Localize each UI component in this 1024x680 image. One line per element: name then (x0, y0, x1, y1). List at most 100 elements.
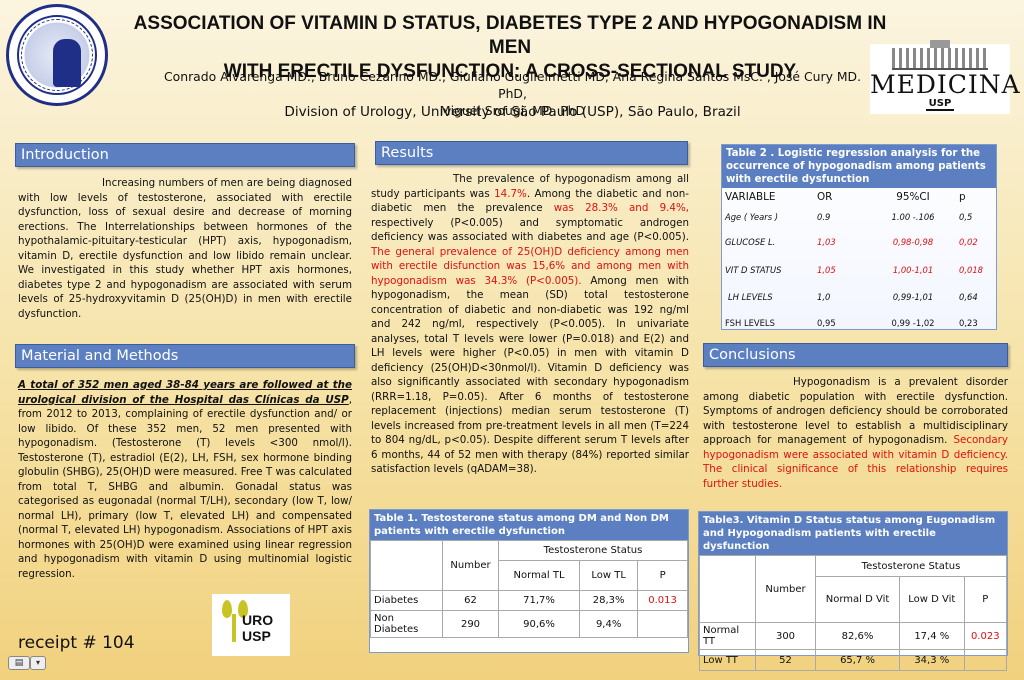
table-header-row: Number Testosterone Status (699, 555, 1007, 623)
conclusions-heading: Conclusions (703, 343, 1008, 367)
results-p3: respectively (P<0.005) and symptomatic a… (371, 216, 689, 244)
table-1-caption: Table 1. Testosterone status among DM an… (370, 510, 688, 540)
table-3-caption: Table3. Vitamin D Status status among Eu… (699, 512, 1007, 555)
cell-normal: 65,7 % (814, 649, 901, 671)
cell-p: 0,23 (959, 318, 978, 328)
cell-p: 0.023 (963, 622, 1008, 650)
cell-normal: 90,6% (497, 610, 581, 638)
header-cell: Normal TL (497, 560, 581, 591)
stem-icon (232, 614, 236, 642)
table-3-vitamin-d-status: Table3. Vitamin D Status status among Eu… (698, 511, 1008, 671)
cell-number: 52 (755, 649, 816, 671)
poster-title: ASSOCIATION OF VITAMIN D STATUS, DIABETE… (120, 12, 900, 84)
affiliation: Division of Urology, University of São P… (284, 104, 741, 120)
table-header-row: Number Testosterone Status (370, 540, 688, 591)
cell-p: 0.013 (637, 590, 688, 611)
cell-number: 300 (755, 622, 816, 650)
header-cell-empty (699, 555, 756, 623)
table-row: VIT D STATUS 1,05 1,00-1,01 0,018 (722, 256, 996, 284)
university-seal-logo (6, 4, 108, 106)
cell-ci: 1.00 -.106 (891, 212, 935, 222)
cell-or: 1,03 (817, 237, 836, 247)
table-row: FSH LEVELS 0,95 0,99 -1,02 0,23 (722, 310, 996, 336)
results-p4: Among men with hypogonadism, the mean (S… (371, 274, 690, 476)
cell-or: 0.9 (817, 212, 831, 222)
cell-p (963, 649, 1008, 671)
table-row: Age ( Years ) 0.9 1.00 -.106 0,5 (722, 206, 996, 228)
conclusions-highlight: Secondary hypogonadism were associated w… (703, 434, 1008, 490)
cell-p: 0,018 (959, 265, 983, 275)
title-line-1: ASSOCIATION OF VITAMIN D STATUS, DIABETE… (133, 13, 887, 58)
introduction-text: Increasing numbers of men are being diag… (18, 177, 352, 320)
cell-label: Non Diabetes (370, 610, 443, 638)
results-p2-highlight: was 28.3% and 9.4%, (553, 202, 689, 214)
header-cell: Normal D Vit (814, 576, 901, 623)
medicina-usp-logo: MEDICINA USP (870, 40, 1020, 114)
cell-variable: FSH LEVELS (725, 318, 775, 328)
cell-p: 0,5 (959, 212, 973, 222)
table-2-logistic-regression: Table 2 . Logistic regression analysis f… (721, 144, 997, 330)
header-cell-group: Testosterone Status (815, 555, 1007, 577)
table-header-row: VARIABLE OR 95%CI p (722, 188, 996, 206)
cell-ci: 0,99-1,01 (892, 292, 934, 302)
table-header-row: Normal D Vit Low D Vit P (700, 576, 1008, 623)
header-cell-empty (370, 540, 443, 591)
table-1-testosterone-status: Table 1. Testosterone status among DM an… (369, 509, 689, 653)
table-2-grid: VARIABLE OR 95%CI p Age ( Years ) 0.9 1.… (722, 188, 996, 336)
cell-variable: GLUCOSE L. (725, 237, 776, 247)
authors-line-1: Conrado Alvarenga MD., Bruno Cezarino MD… (163, 69, 862, 101)
cell-number: 290 (442, 610, 499, 638)
cell-label: Diabetes (370, 590, 443, 611)
header-cell: 95%CI (896, 191, 930, 203)
cell-low: 17,4 % (899, 622, 965, 650)
header-cell: Number (442, 540, 499, 591)
header-cell: P (637, 560, 688, 591)
drop-icon (238, 600, 248, 618)
cell-or: 0,95 (817, 318, 836, 328)
results-p1: The prevalence of hypogonadism among all… (371, 173, 689, 200)
header-cell: P (963, 576, 1008, 623)
cell-ci: 0,98-0,98 (892, 237, 934, 247)
methods-text: A total of 352 men aged 38-84 years are … (18, 378, 352, 581)
table-1-grid: Number Testosterone Status Normal TL Low… (370, 540, 688, 638)
methods-heading: Material and Methods (15, 344, 355, 368)
building-icon (892, 40, 988, 70)
cell-normal: 82,6% (814, 622, 901, 650)
uro-usp-logo: URO USP (212, 594, 290, 656)
cell-p (637, 610, 688, 638)
document-view-icon[interactable]: ▤ (8, 656, 30, 670)
conclusions-text: Hypogonadism is a prevalent disorder amo… (703, 375, 1008, 491)
results-p1-highlight: 14.7% (494, 187, 527, 200)
logo-line-1: URO (242, 612, 274, 628)
table-row: Low TT 52 65,7 % 34,3 % (699, 649, 1008, 671)
logo-line-2: USP (242, 628, 271, 644)
title-line-2: WITH ERECTILE DYSFUNCTION: A CROSS-SECTI… (223, 61, 797, 82)
table-row: Normal TT 300 82,6% 17,4 % 0.023 (699, 622, 1008, 650)
table-row: Diabetes 62 71,7% 28,3% 0.013 (370, 590, 688, 611)
header-cell: VARIABLE (725, 191, 776, 203)
cell-ci: 1,00-1,01 (892, 265, 934, 275)
results-text: The prevalence of hypogonadism among all… (371, 172, 689, 477)
table-row: GLUCOSE L. 1,03 0,98-0,98 0,02 (722, 228, 996, 256)
cell-label: Low TT (699, 649, 756, 671)
logo-sub: USP (926, 98, 954, 111)
cell-label: Normal TT (699, 622, 756, 650)
header-cell: p (959, 191, 966, 203)
header-cell: Low D Vit (899, 576, 965, 623)
dropdown-arrow-icon[interactable]: ▾ (30, 656, 46, 670)
cell-normal: 71,7% (497, 590, 581, 611)
cell-or: 1,05 (817, 265, 836, 275)
drop-icon (222, 600, 232, 618)
table-row: Non Diabetes 290 90,6% 9,4% (370, 610, 688, 638)
table-row: LH LEVELS 1,0 0,99-1,01 0,64 (722, 284, 996, 310)
cell-low: 34,3 % (899, 649, 965, 671)
cell-low: 28,3% (579, 590, 639, 611)
cell-number: 62 (442, 590, 499, 611)
cell-low: 9,4% (579, 610, 639, 638)
cell-variable: Age ( Years ) (725, 212, 779, 222)
cell-or: 1,0 (817, 292, 831, 302)
header-cell: Low TL (579, 560, 639, 591)
header-cell: Number (755, 555, 816, 623)
introduction-heading: Introduction (15, 143, 355, 167)
table-3-grid: Number Testosterone Status Normal D Vit … (699, 555, 1008, 671)
